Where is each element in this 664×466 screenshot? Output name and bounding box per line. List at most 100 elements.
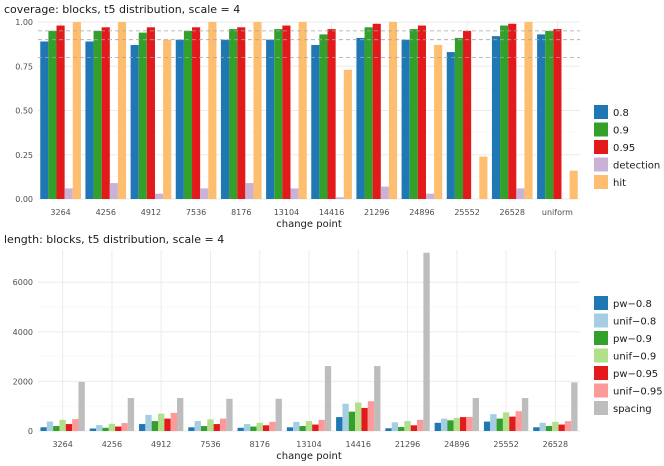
bar-unif-0-8-26528 bbox=[539, 422, 546, 431]
legend-label: detection bbox=[613, 161, 660, 172]
bar-pw-0-8-24896 bbox=[434, 422, 441, 431]
bar-pw-0-8-14416 bbox=[336, 417, 343, 431]
bar-spacing-13104 bbox=[324, 366, 332, 431]
bar-0-95-4912 bbox=[146, 27, 155, 200]
bar-0-95-25552 bbox=[463, 30, 472, 199]
bar-0-9-25552 bbox=[454, 37, 464, 200]
bar-0-9-3264 bbox=[48, 30, 57, 199]
x-tick-label: 26528 bbox=[500, 208, 525, 217]
bar-0-9-13104 bbox=[274, 29, 283, 199]
bar-pw-0-95-25552 bbox=[509, 416, 516, 431]
bar-pw-0-8-7536 bbox=[188, 427, 195, 431]
x-tick-label: 21296 bbox=[395, 440, 420, 449]
bar-spacing-14416 bbox=[374, 366, 381, 431]
bar-unif-0-95-3264 bbox=[72, 419, 79, 431]
bar-0-9-26528 bbox=[500, 25, 509, 200]
bar-unif-0-8-24896 bbox=[440, 418, 448, 431]
bar-detection-24896 bbox=[425, 193, 435, 199]
bar-hit-21296 bbox=[388, 22, 398, 199]
bar-pw-0-9-26528 bbox=[545, 426, 553, 431]
bar-pw-0-9-8176 bbox=[250, 426, 257, 431]
x-tick-label: 14416 bbox=[319, 208, 344, 217]
bar-unif-0-8-13104 bbox=[293, 421, 300, 431]
bar-pw-0-95-24896 bbox=[459, 417, 467, 431]
bar-spacing-7536 bbox=[226, 398, 233, 431]
legend-label: spacing bbox=[613, 404, 652, 415]
bar-pw-0-8-26528 bbox=[533, 427, 540, 431]
legend-swatch bbox=[594, 296, 608, 310]
bar-pw-0-95-8176 bbox=[262, 425, 270, 431]
bar-0-95-13104 bbox=[282, 25, 291, 200]
bar-pw-0-9-13104 bbox=[299, 426, 306, 431]
bar-pw-0-8-8176 bbox=[237, 427, 244, 431]
x-tick-label: uniform bbox=[542, 208, 573, 217]
bar-unif-0-95-21296 bbox=[417, 419, 424, 431]
legend-swatch bbox=[594, 383, 608, 398]
bar-0-8-4912 bbox=[130, 45, 139, 200]
bar-0-95-3264 bbox=[56, 25, 65, 200]
bar-pw-0-8-3264 bbox=[40, 427, 47, 431]
y-tick-label: 1.00 bbox=[15, 18, 33, 27]
bar-pw-0-8-4256 bbox=[89, 428, 97, 431]
bar-0-95-26528 bbox=[508, 23, 517, 199]
legend-label: hit bbox=[613, 178, 626, 189]
bar-0-9-24896 bbox=[409, 29, 418, 199]
y-tick-label: 0.75 bbox=[15, 62, 33, 71]
y-tick-label: 4000 bbox=[13, 328, 33, 337]
bar-unif-0-9-26528 bbox=[552, 421, 559, 431]
bar-unif-0-9-25552 bbox=[502, 412, 510, 431]
x-tick-label: 24896 bbox=[409, 208, 434, 217]
bar-unif-0-8-3264 bbox=[46, 421, 54, 431]
legend-swatch bbox=[594, 157, 608, 172]
bar-hit-13104 bbox=[298, 22, 307, 199]
bar-unif-0-8-4256 bbox=[96, 425, 103, 431]
y-tick-label: 0.00 bbox=[15, 195, 33, 204]
bar-0-8-4256 bbox=[85, 41, 94, 199]
x-tick-label: 7536 bbox=[186, 208, 206, 217]
bar-detection-26528 bbox=[516, 188, 525, 199]
bar-unif-0-95-25552 bbox=[515, 411, 522, 431]
bar-unif-0-95-13104 bbox=[318, 419, 325, 431]
bar-unif-0-9-7536 bbox=[207, 419, 214, 431]
bar-spacing-4256 bbox=[127, 398, 135, 431]
bar-hit-24896 bbox=[434, 45, 443, 200]
bar-hit-14416 bbox=[343, 69, 352, 199]
legend-label: pw−0.8 bbox=[613, 299, 652, 310]
bar-0-9-4256 bbox=[93, 30, 102, 199]
bar-0-95-21296 bbox=[372, 23, 381, 199]
bar-unif-0-8-8176 bbox=[243, 424, 251, 431]
x-tick-label: 4912 bbox=[151, 440, 171, 449]
bar-0-9-4912 bbox=[138, 32, 147, 200]
bar-0-9-uniform bbox=[545, 30, 554, 199]
legend-label: unif−0.9 bbox=[613, 352, 656, 363]
bar-hit-uniform bbox=[569, 170, 578, 199]
bar-spacing-25552 bbox=[521, 398, 529, 431]
legend-swatch bbox=[594, 401, 608, 415]
bar-hit-25552 bbox=[479, 156, 488, 199]
bar-unif-0-95-4256 bbox=[121, 423, 128, 431]
bar-unif-0-9-8176 bbox=[256, 422, 263, 431]
bar-unif-0-8-4912 bbox=[145, 414, 152, 431]
y-tick-label: 0.25 bbox=[15, 151, 33, 160]
bar-detection-8176 bbox=[245, 183, 254, 199]
bar-detection-4912 bbox=[154, 193, 164, 199]
bar-detection-3264 bbox=[64, 188, 73, 199]
bar-pw-0-95-21296 bbox=[410, 425, 418, 431]
bar-0-95-4256 bbox=[101, 27, 110, 200]
x-tick-label: 25552 bbox=[454, 208, 479, 217]
bar-hit-7536 bbox=[208, 22, 217, 199]
y-tick-label: 0.50 bbox=[15, 107, 33, 116]
y-tick-label: 0 bbox=[28, 427, 33, 436]
bar-spacing-4912 bbox=[177, 398, 184, 431]
bar-hit-3264 bbox=[72, 22, 81, 199]
bar-0-8-26528 bbox=[491, 36, 501, 199]
bar-pw-0-95-26528 bbox=[558, 424, 565, 431]
bar-0-8-8176 bbox=[220, 39, 230, 200]
bar-0-95-8176 bbox=[237, 27, 246, 200]
bar-unif-0-95-26528 bbox=[564, 421, 572, 431]
bar-pw-0-9-21296 bbox=[398, 427, 405, 431]
legend-swatch bbox=[594, 175, 608, 189]
x-tick-label: 4256 bbox=[102, 440, 122, 449]
x-tick-label: 14416 bbox=[346, 440, 371, 449]
bar-unif-0-95-4912 bbox=[170, 412, 178, 431]
